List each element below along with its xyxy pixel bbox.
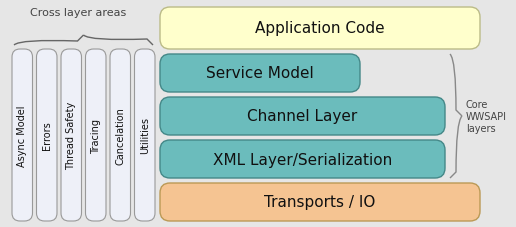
FancyBboxPatch shape [86, 50, 106, 221]
Text: Application Code: Application Code [255, 21, 385, 36]
Text: Service Model: Service Model [206, 66, 314, 81]
FancyBboxPatch shape [160, 98, 445, 135]
Text: Errors: Errors [42, 121, 52, 150]
FancyBboxPatch shape [61, 50, 82, 221]
Text: Channel Layer: Channel Layer [247, 109, 358, 124]
FancyBboxPatch shape [12, 50, 33, 221]
Text: Transports / IO: Transports / IO [264, 195, 376, 210]
Text: Async Model: Async Model [17, 105, 27, 166]
FancyBboxPatch shape [160, 183, 480, 221]
FancyBboxPatch shape [37, 50, 57, 221]
Text: XML Layer/Serialization: XML Layer/Serialization [213, 152, 392, 167]
Text: Core
WWSAPI
layers: Core WWSAPI layers [466, 100, 507, 133]
FancyBboxPatch shape [160, 55, 360, 93]
Text: Utilities: Utilities [140, 117, 150, 154]
Text: Cross layer areas: Cross layer areas [30, 8, 126, 18]
FancyBboxPatch shape [110, 50, 131, 221]
FancyBboxPatch shape [160, 140, 445, 178]
Text: Tracing: Tracing [91, 118, 101, 153]
FancyBboxPatch shape [135, 50, 155, 221]
FancyBboxPatch shape [160, 8, 480, 50]
Text: Thread Safety: Thread Safety [66, 101, 76, 169]
Text: Cancelation: Cancelation [115, 107, 125, 164]
